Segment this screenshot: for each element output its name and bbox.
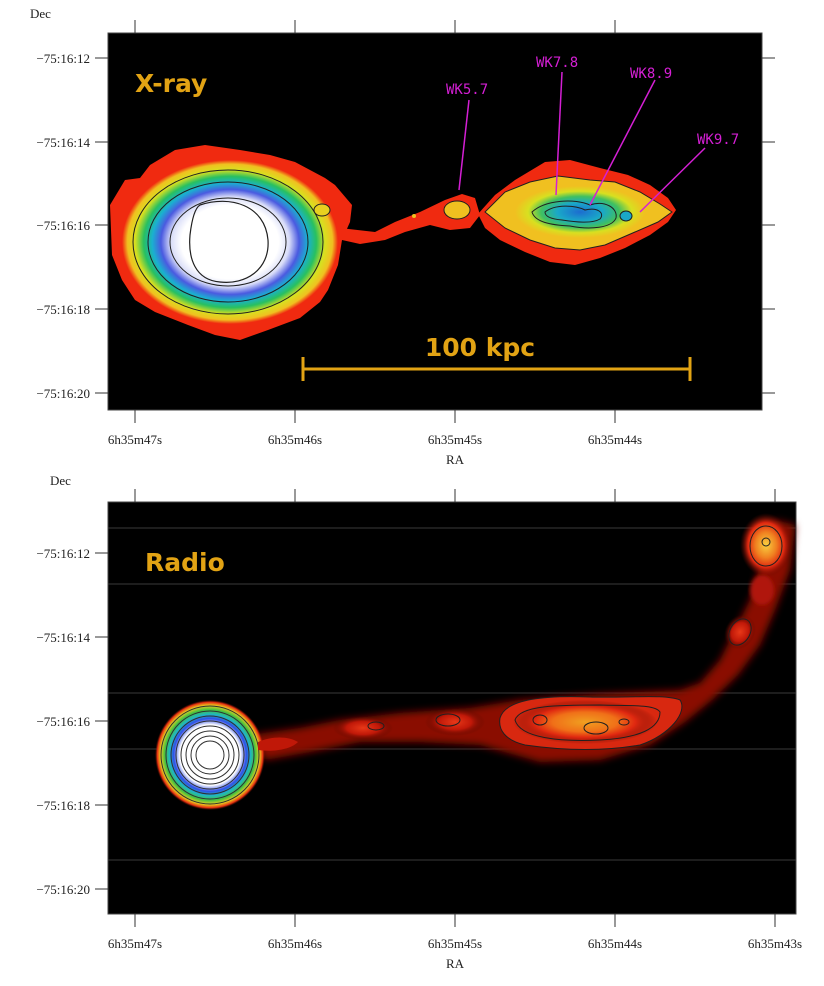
xray-knot-spot [412, 214, 416, 218]
knot-label-wk9-7: WK9.7 [639, 132, 739, 213]
radio-ra-tick-label: 6h35m46s [268, 936, 322, 951]
xray-dec-tick-label: −75:16:12 [36, 51, 90, 66]
radio-contour [532, 714, 548, 726]
radio-knot-emission [513, 700, 657, 744]
radio-contour [435, 713, 461, 727]
radio-knot [333, 716, 393, 740]
xray-contour [147, 181, 309, 303]
knot-label-wk7-8: WK7.8 [536, 55, 578, 196]
knot-label-text: WK7.8 [536, 55, 578, 71]
radio-contour [749, 525, 783, 567]
xray-ra-tick-label: 6h35m45s [428, 432, 482, 447]
xray-core-emission [122, 160, 338, 324]
radio-dec-tick-label: −75:16:12 [36, 546, 90, 561]
xray-ra-tick-label: 6h35m46s [268, 432, 322, 447]
radio-ra-tick-label: 6h35m43s [748, 936, 802, 951]
xray-contour [189, 200, 269, 283]
xray-dec-axis-label: Dec [30, 6, 51, 21]
radio-core-contours [160, 705, 260, 805]
radio-dec-tick-label: −75:16:16 [36, 714, 90, 729]
radio-bend-knot [750, 575, 774, 605]
xray-ra-axis-label: RA [446, 452, 465, 467]
radio-ra-tick-label: 6h35m47s [108, 936, 162, 951]
knot-label-text: WK5.7 [446, 82, 488, 98]
knot-label-wk8-9: WK8.9 [589, 66, 672, 206]
radio-frame [107, 501, 797, 915]
radio-dec-tick-label: −75:16:20 [36, 882, 90, 897]
radio-contour [761, 537, 771, 547]
xray-contour [531, 200, 617, 229]
radio-contour [583, 721, 609, 735]
xray-ticks [95, 20, 775, 423]
xray-panel-label: X-ray [135, 69, 207, 98]
radio-bend-knot [724, 614, 756, 650]
radio-dec-axis-label: Dec [50, 473, 71, 488]
radio-hotspot [740, 513, 792, 577]
radio-contour [367, 721, 385, 731]
radio-contour [618, 718, 630, 726]
radio-panel: Radio Dec −75:16:12 −75:16:14 −75:16:16 … [36, 473, 802, 971]
xray-dec-tick-label: −75:16:16 [36, 218, 90, 233]
radio-ra-tick-label: 6h35m45s [428, 936, 482, 951]
xray-ra-tick-label: 6h35m47s [108, 432, 162, 447]
xray-knots-emission [515, 186, 645, 238]
xray-contour [169, 197, 287, 287]
radio-ra-axis-label: RA [446, 956, 465, 971]
radio-contour [728, 618, 752, 646]
scale-bar: 100 kpc [301, 333, 692, 381]
knot-label-text: WK9.7 [697, 132, 739, 148]
radio-knot [425, 708, 485, 736]
radio-panel-label: Radio [145, 548, 225, 577]
radio-dec-tick-label: −75:16:18 [36, 798, 90, 813]
radio-contour [514, 704, 661, 741]
xray-contour [544, 205, 603, 223]
radio-dec-tick-label: −75:16:14 [36, 630, 90, 645]
xray-knot-wk9-7-core [619, 210, 633, 222]
xray-dec-tick-label: −75:16:18 [36, 302, 90, 317]
xray-frame [107, 32, 763, 411]
scale-bar-label: 100 kpc [425, 333, 535, 362]
xray-panel: WK5.7 WK7.8 WK8.9 WK9.7 X-ray 100 kpc [30, 6, 775, 467]
xray-dec-tick-label: −75:16:14 [36, 135, 90, 150]
knot-label-text: WK8.9 [630, 66, 672, 82]
xray-dec-tick-label: −75:16:20 [36, 386, 90, 401]
xray-small-knot [313, 203, 331, 217]
xray-contour [132, 169, 324, 315]
radio-ticks [95, 489, 776, 927]
xray-knot-wk5-7 [443, 200, 471, 220]
radio-core-jet-link [258, 737, 298, 751]
xray-ra-tick-label: 6h35m44s [588, 432, 642, 447]
knot-label-wk5-7: WK5.7 [446, 82, 488, 191]
radio-ra-tick-label: 6h35m44s [588, 936, 642, 951]
